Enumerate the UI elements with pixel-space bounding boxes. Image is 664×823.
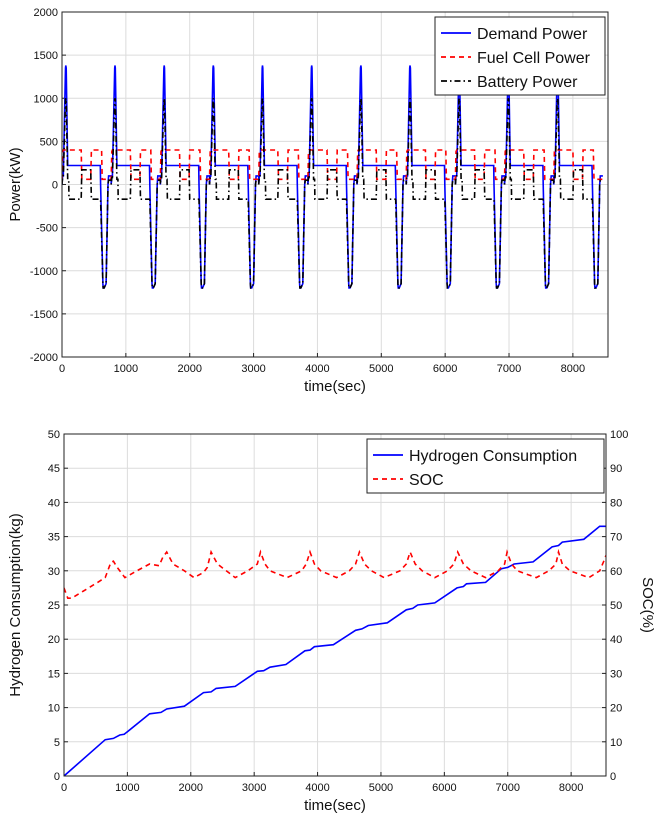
x-tick-label: 6000 [432,782,456,794]
power-chart: 0 1000 2000 3000 4000 5000 6000 7000 8000-2000-1… [7,7,609,395]
series-line-soc [64,548,606,599]
legend-label: Fuel Cell Power [477,50,591,67]
y-right-tick-label: 50 [610,600,622,612]
x-tick-label: 4000 [305,363,329,375]
y-tick-label: 5 [54,737,60,749]
y-tick-label: 1000 [34,93,58,105]
axes-frame [61,11,609,358]
y-right-tick-label: 60 [610,566,622,578]
legend-label: Demand Power [477,26,588,43]
y-tick-label: 10 [48,703,60,715]
legend-label: SOC [409,472,444,489]
y-axis-label: Hydrogen Consumption(kg) [7,513,24,696]
legend-label: Battery Power [477,74,578,91]
x-tick-label: 5000 [369,782,393,794]
x-tick-label: 7000 [496,782,520,794]
x-tick-label: 2000 [177,363,201,375]
y-tick-label: -1500 [30,309,58,321]
y-tick-label: 45 [48,463,60,475]
x-tick-label: 1000 [115,782,139,794]
series-line-fuel-cell-power [62,149,603,181]
x-tick-label: 3000 [241,363,265,375]
x-tick-label: 5000 [369,363,393,375]
y-tick-label: 1500 [34,50,58,62]
y-tick-label: 35 [48,532,60,544]
x-axis-label: time(sec) [304,378,366,395]
y-tick-label: 40 [48,497,60,509]
y-tick-label: 25 [48,600,60,612]
y-tick-label: 2000 [34,7,58,19]
y-tick-label: 30 [48,566,60,578]
y-tick-label: -1000 [30,266,58,278]
y-right-tick-label: 40 [610,634,622,646]
x-tick-label: 4000 [305,782,329,794]
x-tick-label: 2000 [179,782,203,794]
x-tick-label: 6000 [433,363,457,375]
y-tick-label: 15 [48,668,60,680]
y-tick-label: 0 [52,180,58,192]
y-right-tick-label: 100 [610,429,628,441]
x-tick-label: 0 [59,363,65,375]
x-tick-label: 8000 [561,363,585,375]
series-line-battery-power [62,98,603,289]
x-tick-label: 3000 [242,782,266,794]
y-tick-label: 20 [48,634,60,646]
x-tick-label: 8000 [559,782,583,794]
y-right-tick-label: 10 [610,737,622,749]
y-axis-label: Power(kW) [7,147,24,221]
axes-frame [63,433,607,777]
x-tick-label: 1000 [114,363,138,375]
y-right-axis-label: SOC(%) [639,577,656,633]
y-right-tick-label: 80 [610,497,622,509]
x-tick-label: 0 [61,782,67,794]
y-right-tick-label: 70 [610,532,622,544]
series-line-hydrogen-consumption [64,525,606,776]
y-right-tick-label: 20 [610,703,622,715]
y-right-tick-label: 30 [610,668,622,680]
y-right-tick-label: 0 [610,771,616,783]
x-tick-label: 7000 [497,363,521,375]
hydrogen-soc-chart: 0 1000 2000 3000 4000 5000 6000 7000 80000510152… [7,429,656,814]
legend-box [366,438,605,494]
y-tick-label: -500 [36,223,58,235]
x-axis-label: time(sec) [304,797,366,814]
y-right-tick-label: 90 [610,463,622,475]
y-tick-label: 500 [40,136,58,148]
legend-box [434,16,606,96]
y-tick-label: -2000 [30,352,58,364]
y-tick-label: 50 [48,429,60,441]
y-tick-label: 0 [54,771,60,783]
legend-label: Hydrogen Consumption [409,448,577,465]
